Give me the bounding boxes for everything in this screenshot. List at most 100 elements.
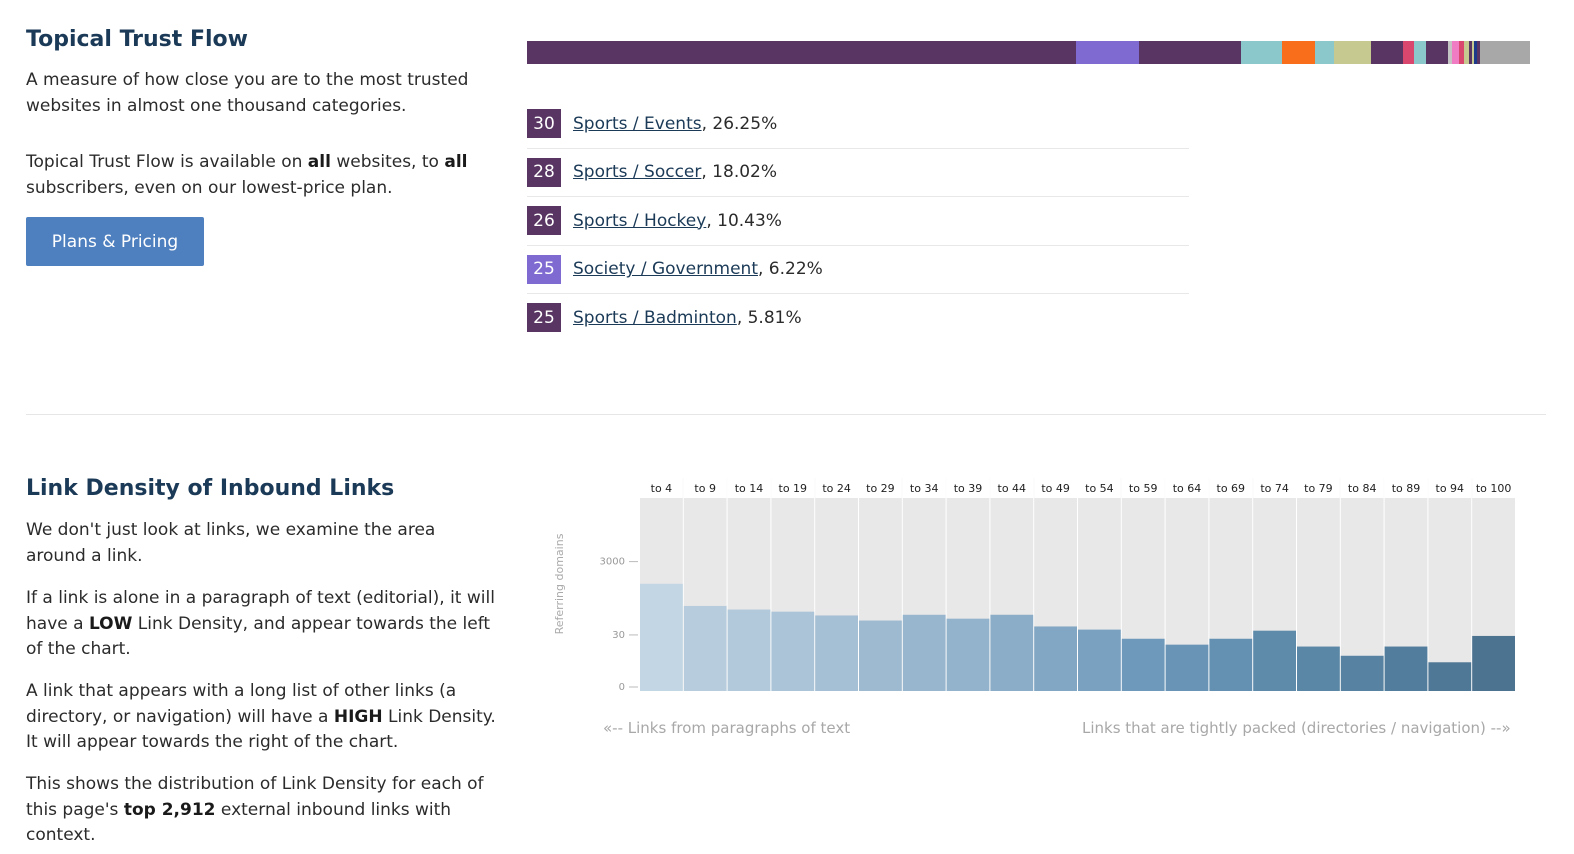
bar[interactable] bbox=[1034, 626, 1077, 691]
category-label: to 24 bbox=[822, 482, 851, 495]
topic-list: 30 Sports / Events, 26.25% 28 Sports / Socc… bbox=[527, 100, 1189, 342]
bar-segment[interactable] bbox=[1076, 41, 1139, 64]
chart-column-header bbox=[727, 478, 771, 498]
bar[interactable] bbox=[815, 615, 858, 691]
category-label: to 29 bbox=[866, 482, 895, 495]
topic-score-badge: 25 bbox=[527, 254, 561, 284]
left-caption: «-- Links from paragraphs of text bbox=[603, 719, 851, 737]
bar-segment[interactable] bbox=[1471, 41, 1475, 64]
link-density-low-explanation: If a link is alone in a paragraph of tex… bbox=[26, 586, 506, 663]
bar-segment[interactable] bbox=[1315, 41, 1334, 64]
bar[interactable] bbox=[1253, 630, 1296, 691]
category-label: to 89 bbox=[1392, 482, 1421, 495]
bar[interactable] bbox=[640, 583, 683, 691]
topical-trust-flow-bar bbox=[527, 41, 1530, 64]
chart-column-header bbox=[771, 478, 815, 498]
topic-percentage: , 6.22% bbox=[758, 259, 823, 280]
bar[interactable] bbox=[1340, 655, 1384, 691]
bar-segment[interactable] bbox=[1370, 41, 1403, 64]
category-label: to 4 bbox=[651, 482, 673, 495]
chart-column-header bbox=[1078, 478, 1121, 498]
category-label: to 94 bbox=[1436, 482, 1465, 495]
bar-segment[interactable] bbox=[1447, 41, 1452, 64]
bar[interactable] bbox=[1428, 662, 1472, 691]
bar[interactable] bbox=[1297, 646, 1340, 691]
topic-link[interactable]: Sports / Badminton bbox=[573, 307, 737, 328]
chart-column-header bbox=[946, 478, 990, 498]
bar-segment[interactable] bbox=[1464, 41, 1469, 64]
chart-column-header bbox=[1297, 478, 1340, 498]
bar[interactable] bbox=[771, 611, 815, 691]
explanation-emphasis: HIGH bbox=[333, 706, 383, 727]
bar[interactable] bbox=[946, 618, 990, 691]
bar-segment[interactable] bbox=[1402, 41, 1415, 64]
topic-link[interactable]: Society / Government bbox=[573, 259, 758, 280]
bar[interactable] bbox=[902, 614, 946, 691]
chart-column-header bbox=[859, 478, 902, 498]
chart-column-header bbox=[1340, 478, 1384, 498]
topic-link[interactable]: Sports / Hockey bbox=[573, 210, 707, 231]
topic-row: 25 Society / Government, 6.22% bbox=[527, 246, 1189, 294]
chart-columns: to 4 to 9 to 14 to 19 to 24 to 29 to 34 to 39 to… bbox=[640, 478, 1515, 691]
plans-pricing-button[interactable]: Plans & Pricing bbox=[26, 217, 204, 266]
bar-segment[interactable] bbox=[1451, 41, 1460, 64]
bar-segment[interactable] bbox=[1414, 41, 1426, 64]
category-label: to 69 bbox=[1217, 482, 1246, 495]
bar[interactable] bbox=[990, 614, 1034, 691]
bar[interactable] bbox=[859, 620, 902, 691]
chart-column-header bbox=[1209, 478, 1253, 498]
chart-column-header bbox=[902, 478, 946, 498]
bar-segment[interactable] bbox=[527, 41, 1077, 64]
bar-segment[interactable] bbox=[1138, 41, 1241, 64]
link-density-summary: This shows the distribution of Link Dens… bbox=[26, 772, 501, 849]
bar[interactable] bbox=[1384, 646, 1428, 691]
category-label: to 84 bbox=[1348, 482, 1377, 495]
chart-column-background bbox=[1340, 478, 1384, 691]
bar-segment[interactable] bbox=[1468, 41, 1472, 64]
chart-column-header bbox=[1121, 478, 1165, 498]
topic-percentage: , 26.25% bbox=[701, 113, 778, 134]
explanation-text: A link that appears with a long list of … bbox=[26, 681, 457, 727]
bar-segment[interactable] bbox=[1474, 41, 1477, 64]
category-label: to 34 bbox=[910, 482, 939, 495]
bar-segment[interactable] bbox=[1281, 41, 1316, 64]
link-density-high-explanation: A link that appears with a long list of … bbox=[26, 679, 496, 756]
explanation-text: Link Density. It will appear towards the… bbox=[26, 706, 496, 753]
bar[interactable] bbox=[1472, 635, 1515, 691]
availability-emphasis: all bbox=[444, 152, 468, 172]
bar-segment[interactable] bbox=[1425, 41, 1448, 64]
bar-segment[interactable] bbox=[1240, 41, 1282, 64]
bar[interactable] bbox=[1121, 638, 1165, 691]
chart-column-header bbox=[990, 478, 1034, 498]
topic-score-badge: 25 bbox=[527, 303, 561, 333]
chart-column-header bbox=[1472, 478, 1515, 498]
chart-column-header bbox=[640, 478, 683, 498]
availability-emphasis: all bbox=[307, 152, 331, 172]
category-label: to 39 bbox=[954, 482, 983, 495]
topic-row: 25 Sports / Badminton, 5.81% bbox=[527, 294, 1189, 342]
topic-score-badge: 30 bbox=[527, 109, 561, 139]
y-tick-label: 3000 bbox=[600, 557, 625, 568]
bar[interactable] bbox=[727, 609, 771, 691]
bar-segment[interactable] bbox=[1479, 41, 1530, 64]
bar[interactable] bbox=[683, 605, 727, 691]
topic-link[interactable]: Sports / Soccer bbox=[573, 162, 702, 183]
bar[interactable] bbox=[1209, 638, 1253, 691]
bar[interactable] bbox=[1078, 629, 1121, 691]
category-label: to 79 bbox=[1304, 482, 1333, 495]
summary-text: external inbound links with context. bbox=[26, 799, 452, 846]
category-label: to 9 bbox=[694, 482, 716, 495]
bar-segment[interactable] bbox=[1476, 41, 1480, 64]
y-tick-label: 0 bbox=[619, 682, 625, 693]
availability-text: websites, to bbox=[330, 152, 445, 172]
category-label: to 54 bbox=[1085, 482, 1114, 495]
topic-percentage: , 5.81% bbox=[736, 307, 802, 328]
bar-segment[interactable] bbox=[1333, 41, 1371, 64]
bar[interactable] bbox=[1165, 644, 1209, 691]
summary-text: This shows the distribution of Link Dens… bbox=[26, 774, 484, 820]
right-caption: Links that are tightly packed (directori… bbox=[1082, 719, 1511, 737]
chart-column-header bbox=[1253, 478, 1296, 498]
chart-column-header bbox=[815, 478, 858, 498]
bar-segment[interactable] bbox=[1459, 41, 1465, 64]
topic-link[interactable]: Sports / Events bbox=[573, 113, 702, 134]
